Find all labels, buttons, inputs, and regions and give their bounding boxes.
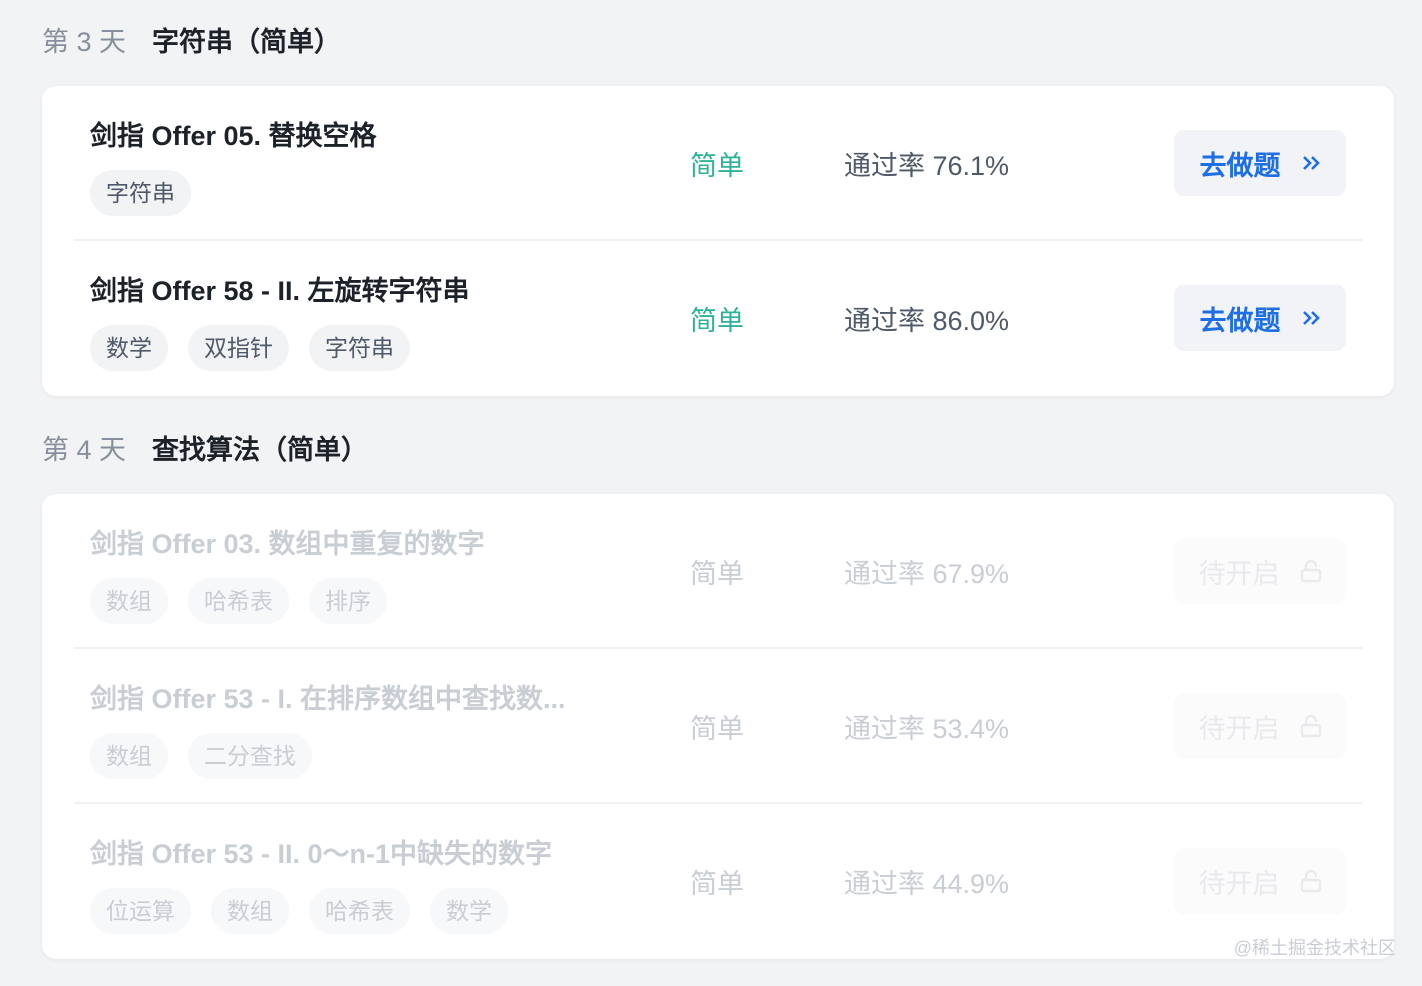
start-problem-button[interactable]: 去做题	[1174, 285, 1346, 351]
tag: 数组	[90, 733, 168, 779]
locked-button: 待开启	[1174, 848, 1346, 914]
problem-row: 剑指 Offer 53 - II. 0～n-1中缺失的数字 位运算 数组 哈希表 数学…	[74, 804, 1362, 959]
tag: 哈希表	[188, 578, 289, 624]
pass-rate: 通过率 67.9%	[844, 559, 1010, 589]
tag: 哈希表	[309, 888, 410, 934]
tag: 数学	[430, 888, 508, 934]
problem-row: 剑指 Offer 53 - I. 在排序数组中查找数... 数组 二分查找 简单 …	[74, 649, 1362, 804]
tag-list: 位运算 数组 哈希表 数学	[90, 888, 508, 934]
button-label: 去做题	[1199, 305, 1281, 336]
problem-row: 剑指 Offer 03. 数组中重复的数字 数组 哈希表 排序 简单 通过率 67.…	[74, 494, 1362, 649]
tag: 字符串	[90, 170, 191, 216]
button-label: 待开启	[1198, 713, 1280, 744]
tag: 数组	[211, 888, 289, 934]
problem-title: 剑指 Offer 53 - I. 在排序数组中查找数...	[90, 684, 566, 714]
pass-rate: 通过率 76.1%	[844, 151, 1010, 181]
difficulty-label: 简单	[690, 559, 744, 589]
tag-list: 数组 哈希表 排序	[90, 578, 387, 624]
tag-list: 数组 二分查找	[90, 733, 312, 779]
problem-card: 剑指 Offer 03. 数组中重复的数字 数组 哈希表 排序 简单 通过率 67.…	[42, 494, 1394, 959]
pass-rate: 通过率 44.9%	[844, 869, 1010, 899]
day-heading: 第 3 天字符串（简单）	[42, 20, 341, 59]
problem-row: 剑指 Offer 05. 替换空格 字符串 简单 通过率 76.1% 去做题	[74, 86, 1362, 241]
watermark: @稀土掘金技术社区	[1233, 938, 1396, 958]
problem-title[interactable]: 剑指 Offer 05. 替换空格	[90, 121, 377, 151]
problem-title: 剑指 Offer 53 - II. 0～n-1中缺失的数字	[90, 839, 553, 869]
button-label: 待开启	[1198, 558, 1280, 589]
locked-button: 待开启	[1174, 538, 1346, 604]
difficulty-label: 简单	[690, 714, 744, 744]
lock-icon	[1300, 714, 1321, 738]
tag-list: 数学 双指针 字符串	[90, 325, 410, 371]
tag: 字符串	[309, 325, 410, 371]
problem-row: 剑指 Offer 58 - II. 左旋转字符串 数学 双指针 字符串 简单 通过率…	[74, 241, 1362, 396]
problem-card: 剑指 Offer 05. 替换空格 字符串 简单 通过率 76.1% 去做题 剑指…	[42, 86, 1394, 396]
chevron-double-right-icon	[1302, 156, 1320, 170]
day-label: 第 3 天	[42, 27, 127, 57]
pass-rate: 通过率 53.4%	[844, 714, 1010, 744]
problem-title: 剑指 Offer 03. 数组中重复的数字	[90, 529, 485, 559]
locked-button: 待开启	[1174, 693, 1346, 759]
tag: 排序	[309, 578, 387, 624]
difficulty-label: 简单	[690, 151, 744, 181]
tag: 数组	[90, 578, 168, 624]
tag: 双指针	[188, 325, 289, 371]
start-problem-button[interactable]: 去做题	[1174, 130, 1346, 196]
difficulty-label: 简单	[690, 869, 744, 899]
button-label: 待开启	[1198, 868, 1280, 899]
difficulty-label: 简单	[690, 306, 744, 336]
tag-list: 字符串	[90, 170, 191, 216]
chevron-double-right-icon	[1302, 311, 1320, 325]
tag: 位运算	[90, 888, 191, 934]
day-label: 第 4 天	[42, 435, 127, 465]
lock-icon	[1300, 559, 1321, 583]
button-label: 去做题	[1199, 150, 1281, 181]
day-heading: 第 4 天查找算法（简单）	[42, 428, 368, 467]
problem-title[interactable]: 剑指 Offer 58 - II. 左旋转字符串	[90, 276, 470, 306]
topic-title: 查找算法（简单）	[152, 435, 369, 465]
tag: 二分查找	[188, 733, 312, 779]
lock-icon	[1300, 869, 1321, 893]
pass-rate: 通过率 86.0%	[844, 306, 1010, 336]
tag: 数学	[90, 325, 168, 371]
topic-title: 字符串（简单）	[152, 27, 342, 57]
